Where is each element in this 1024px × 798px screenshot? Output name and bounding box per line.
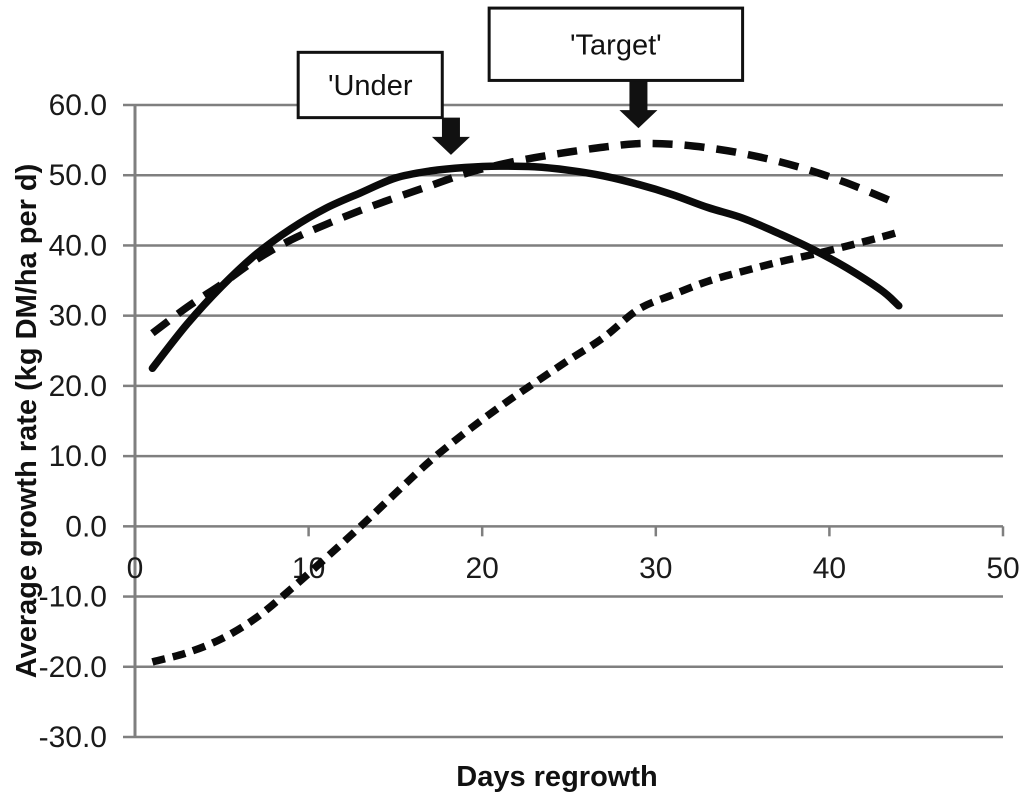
x-tick-label: 0 [127, 552, 144, 585]
x-tick-label: 40 [813, 552, 846, 585]
x-tick-label: 20 [466, 552, 499, 585]
y-tick-label: 10.0 [49, 440, 107, 473]
y-tick-label: 40.0 [49, 229, 107, 262]
y-tick-label: 50.0 [49, 159, 107, 192]
y-tick-label: -30.0 [39, 721, 107, 754]
annotation-label: 'Target' [570, 29, 662, 61]
annotation-label: 'Under [328, 70, 413, 102]
y-tick-label: 60.0 [49, 89, 107, 122]
annotation-box [487, 6, 745, 82]
y-axis-title: Average growth rate (kg DM/ha per d) [11, 164, 43, 679]
y-tick-label: 20.0 [49, 370, 107, 403]
x-tick-label: 50 [986, 552, 1019, 585]
series-line-long-dash [150, 139, 901, 337]
y-tick-label: 0.0 [65, 510, 107, 543]
y-tick-label: -20.0 [39, 651, 107, 684]
x-axis-title: Days regrowth [456, 761, 657, 793]
annotation-box [296, 50, 444, 120]
series-line-short-dash [151, 228, 900, 666]
series-line-solid [148, 162, 903, 373]
y-tick-label: -10.0 [39, 581, 107, 614]
x-tick-label: 30 [639, 552, 672, 585]
down-arrow-icon [431, 117, 470, 155]
y-tick-label: 30.0 [49, 300, 107, 333]
down-arrow-icon [619, 80, 658, 129]
